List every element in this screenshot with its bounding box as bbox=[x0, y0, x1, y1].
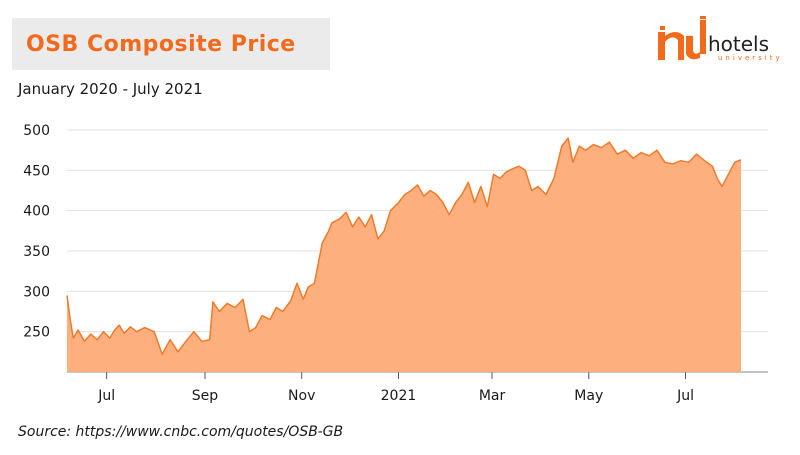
logo-word: hotels bbox=[708, 32, 770, 56]
x-axis-ticks: Jul Sep Nov 2021 Mar May Jul bbox=[67, 371, 768, 404]
x-tick-label: May bbox=[574, 388, 603, 404]
y-tick-label: 250 bbox=[23, 325, 50, 341]
hotels-university-logo: hotels university bbox=[654, 14, 784, 66]
y-tick-label: 500 bbox=[23, 123, 50, 139]
y-tick-label: 400 bbox=[23, 204, 50, 220]
y-tick-label: 300 bbox=[23, 284, 50, 300]
price-line bbox=[66, 137, 742, 356]
x-tick-label: Sep bbox=[192, 388, 219, 404]
logo-subword: university bbox=[718, 54, 783, 62]
source-citation: Source: https://www.cnbc.com/quotes/OSB-… bbox=[18, 424, 344, 440]
y-tick-label: 450 bbox=[23, 163, 50, 179]
x-tick-label: Nov bbox=[288, 388, 315, 404]
x-tick-label: Mar bbox=[479, 388, 506, 404]
logo-icon bbox=[658, 16, 706, 60]
y-tick-label: 350 bbox=[23, 244, 50, 260]
title-box: OSB Composite Price bbox=[12, 18, 330, 70]
y-axis-ticks: 250 300 350 400 450 500 bbox=[23, 123, 50, 341]
x-tick-label: Jul bbox=[676, 388, 694, 404]
price-area bbox=[67, 138, 741, 372]
x-tick-label: 2021 bbox=[381, 388, 417, 404]
chart-title: OSB Composite Price bbox=[26, 31, 296, 57]
x-tick-label: Jul bbox=[97, 388, 115, 404]
chart-subtitle: January 2020 - July 2021 bbox=[18, 80, 203, 98]
